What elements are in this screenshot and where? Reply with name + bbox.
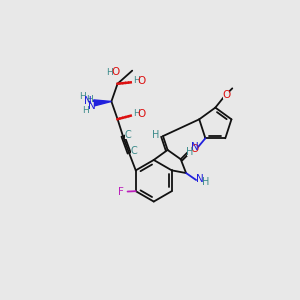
Text: N: N <box>84 96 92 106</box>
Bar <box>88 102 94 110</box>
Text: H: H <box>133 109 140 118</box>
Text: N: N <box>196 174 204 184</box>
Bar <box>83 106 89 115</box>
Polygon shape <box>94 100 111 106</box>
Text: C: C <box>124 130 131 140</box>
Text: O: O <box>137 109 146 119</box>
Bar <box>87 95 93 103</box>
Text: H: H <box>152 130 159 140</box>
Bar <box>107 68 113 76</box>
Bar <box>203 178 209 187</box>
Bar <box>197 175 203 184</box>
Bar <box>139 76 144 85</box>
Bar <box>152 130 158 139</box>
Text: H: H <box>86 94 93 103</box>
Bar <box>187 148 193 156</box>
Bar <box>112 68 118 76</box>
Text: N: N <box>88 101 95 111</box>
Text: C: C <box>130 146 137 157</box>
Bar <box>133 110 139 118</box>
Bar <box>192 145 197 153</box>
Bar <box>125 130 130 139</box>
Text: H: H <box>82 106 89 115</box>
Text: H: H <box>106 68 113 77</box>
Text: O: O <box>137 76 146 86</box>
Bar <box>133 76 139 85</box>
Bar <box>192 142 197 151</box>
Text: N: N <box>191 142 199 152</box>
Bar <box>118 187 124 196</box>
Text: H: H <box>202 177 210 187</box>
Bar <box>223 90 229 99</box>
Text: H: H <box>79 92 86 100</box>
Text: O: O <box>222 89 230 100</box>
Text: F: F <box>118 187 124 196</box>
Bar <box>79 92 85 100</box>
Text: O: O <box>111 67 119 77</box>
Text: H: H <box>186 147 194 157</box>
Text: H: H <box>133 76 140 85</box>
Text: O: O <box>190 144 199 154</box>
Bar <box>139 110 144 118</box>
Bar <box>131 147 137 156</box>
Bar <box>85 96 90 105</box>
